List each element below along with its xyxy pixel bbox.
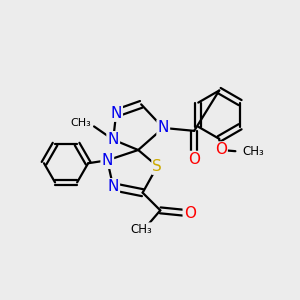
Text: N: N	[102, 153, 113, 168]
Text: O: O	[184, 206, 196, 221]
Text: O: O	[215, 142, 227, 158]
Text: N: N	[107, 179, 119, 194]
Text: CH₃: CH₃	[70, 118, 91, 128]
Text: CH₃: CH₃	[130, 223, 152, 236]
Text: S: S	[152, 159, 162, 174]
Text: CH₃: CH₃	[243, 145, 265, 158]
Text: N: N	[107, 132, 119, 147]
Text: N: N	[158, 120, 169, 135]
Text: N: N	[110, 106, 122, 121]
Text: methyl: methyl	[84, 124, 89, 126]
Text: O: O	[188, 152, 200, 167]
